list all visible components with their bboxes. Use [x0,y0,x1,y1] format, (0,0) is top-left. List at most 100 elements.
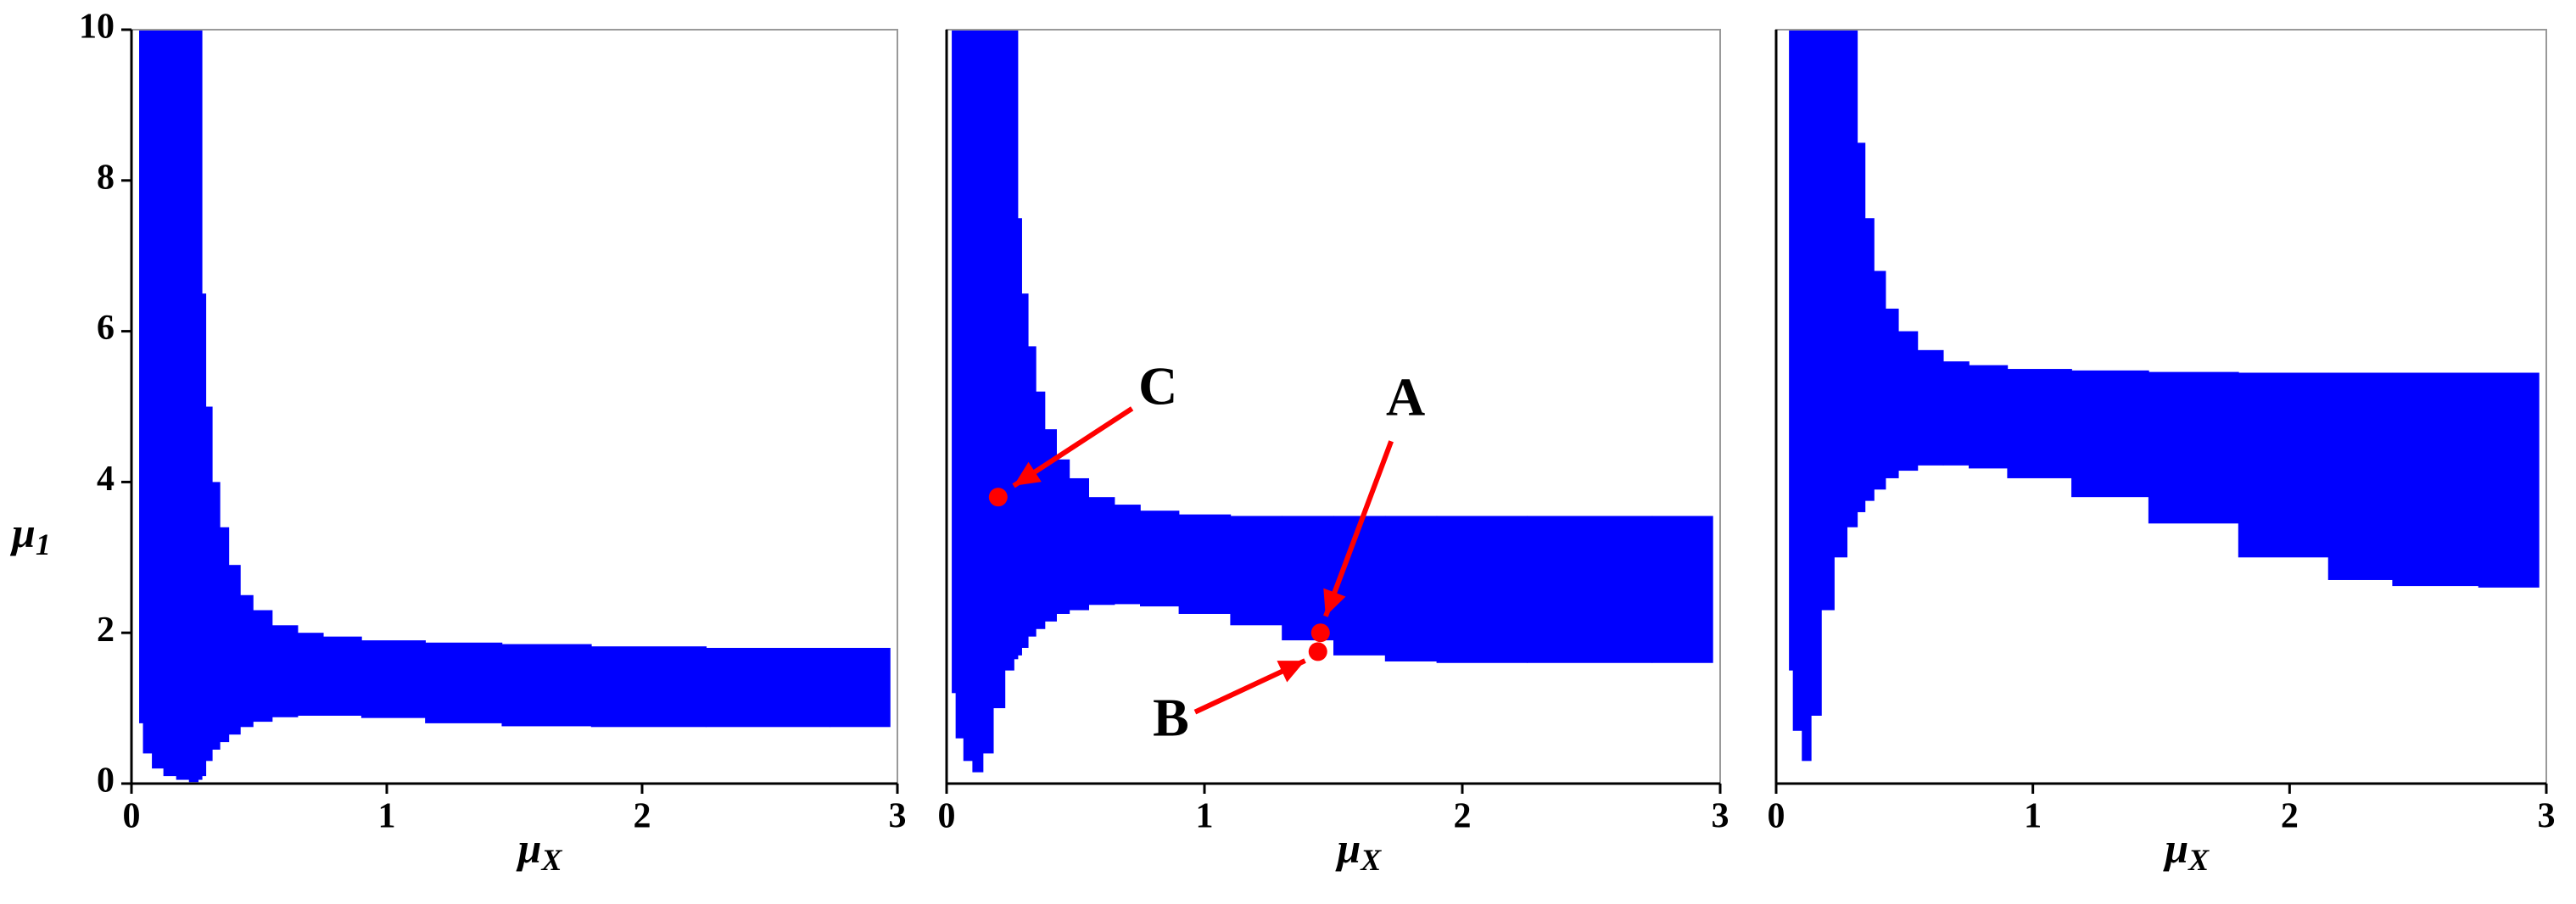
region-slice [139,30,144,723]
marker-point [988,488,1008,507]
region-slice [322,636,362,716]
region-slice [228,565,241,735]
region-slice [271,625,299,717]
region-slice [1897,331,1919,472]
region-slice [1178,514,1232,614]
y-tick-label: 6 [97,309,115,348]
axis-label-symbol: μ [516,824,542,872]
region-slice [2007,369,2072,478]
x-tick-label: 0 [938,797,956,836]
region-slice [1917,349,1944,466]
region-slice [1282,516,1334,641]
arrow-head [1277,661,1305,683]
x-tick-label: 1 [378,797,396,836]
region-slice [1436,516,1528,663]
region-slice [1802,30,1812,762]
y-tick-label: 4 [97,460,115,499]
region-slice [1857,142,1866,512]
y-tick-label: 0 [97,762,115,801]
axis-label-subscript: X [1360,843,1382,877]
y-tick-label: 10 [79,8,115,47]
region-slice [2392,372,2479,587]
panel: 0 1 2 3 μX [1768,29,2556,877]
region-slice [219,527,230,743]
x-tick-label: 2 [634,797,651,836]
region-slice [152,30,165,769]
region-slice [2238,372,2329,558]
region-slice [963,30,974,762]
point-label: C [1138,355,1177,416]
region-slice [972,30,984,773]
region-slice [201,293,207,777]
region-slice [1140,511,1180,607]
region-slice [2327,372,2394,580]
region-slice [955,30,964,739]
region-slice [952,30,957,694]
region-slice [1384,516,1438,661]
region-slice [142,30,153,754]
point-label: B [1153,688,1189,748]
region-slice [1847,30,1858,527]
region-slice [1017,218,1022,656]
region-slice [360,640,426,718]
region-slice [1942,361,1970,466]
region-slice [706,647,831,728]
arrow-head [1323,588,1346,617]
x-tick-label: 3 [2538,797,2556,836]
axis-label-subscript: 1 [36,527,51,561]
region-slice [2071,370,2149,498]
axis-label-symbol: μ [9,509,36,556]
axis-label-symbol: μ [1334,824,1361,872]
region-slice [297,633,324,716]
axis-label: μX [1334,824,1382,877]
region-slice [1969,365,2009,469]
region-slice [590,646,707,728]
region-slice [2148,371,2239,524]
region-slice [188,30,199,783]
region-slice [252,610,273,723]
region-slice [425,642,503,723]
region-slice [198,30,203,780]
region-slice [982,30,994,754]
region-slice [1820,30,1835,611]
region-slice [1834,30,1848,558]
axis-label: μX [516,824,563,877]
region-slice [176,30,190,780]
region-slice [1333,516,1386,656]
region-slice [1114,505,1141,605]
region-slice [211,482,221,750]
region-slice [1088,497,1115,605]
region-slice [501,644,592,727]
x-tick-label: 2 [1454,797,1472,836]
region-slice [830,647,891,728]
region-slice [1651,516,1713,663]
region-slice [1069,477,1089,611]
x-tick-label: 3 [1712,797,1729,836]
region-slice [1014,30,1019,660]
axis-label: μ1 [9,509,51,561]
region-slice [1004,30,1014,671]
region-slice [205,406,213,762]
axis-label-subscript: X [2188,843,2210,877]
region-slice [1056,459,1070,614]
x-tick-label: 3 [889,797,907,836]
y-tick-label: 2 [97,611,115,650]
point-label: A [1386,367,1425,427]
region-slice [239,594,254,728]
region-slice [1864,218,1875,501]
region-slice [1035,391,1046,629]
region-slice [1027,346,1037,637]
region-slice [1885,308,1899,478]
x-tick-label: 2 [2281,797,2299,836]
arrow-shaft [1323,440,1394,617]
region-slice [1810,30,1822,716]
region-slice [1527,516,1653,663]
region-slice [1230,516,1282,626]
region-slice [163,30,177,777]
region-slice [1789,30,1794,671]
x-tick-label: 1 [2024,797,2042,836]
region-slice [2478,372,2540,588]
region-slice [992,30,1006,709]
